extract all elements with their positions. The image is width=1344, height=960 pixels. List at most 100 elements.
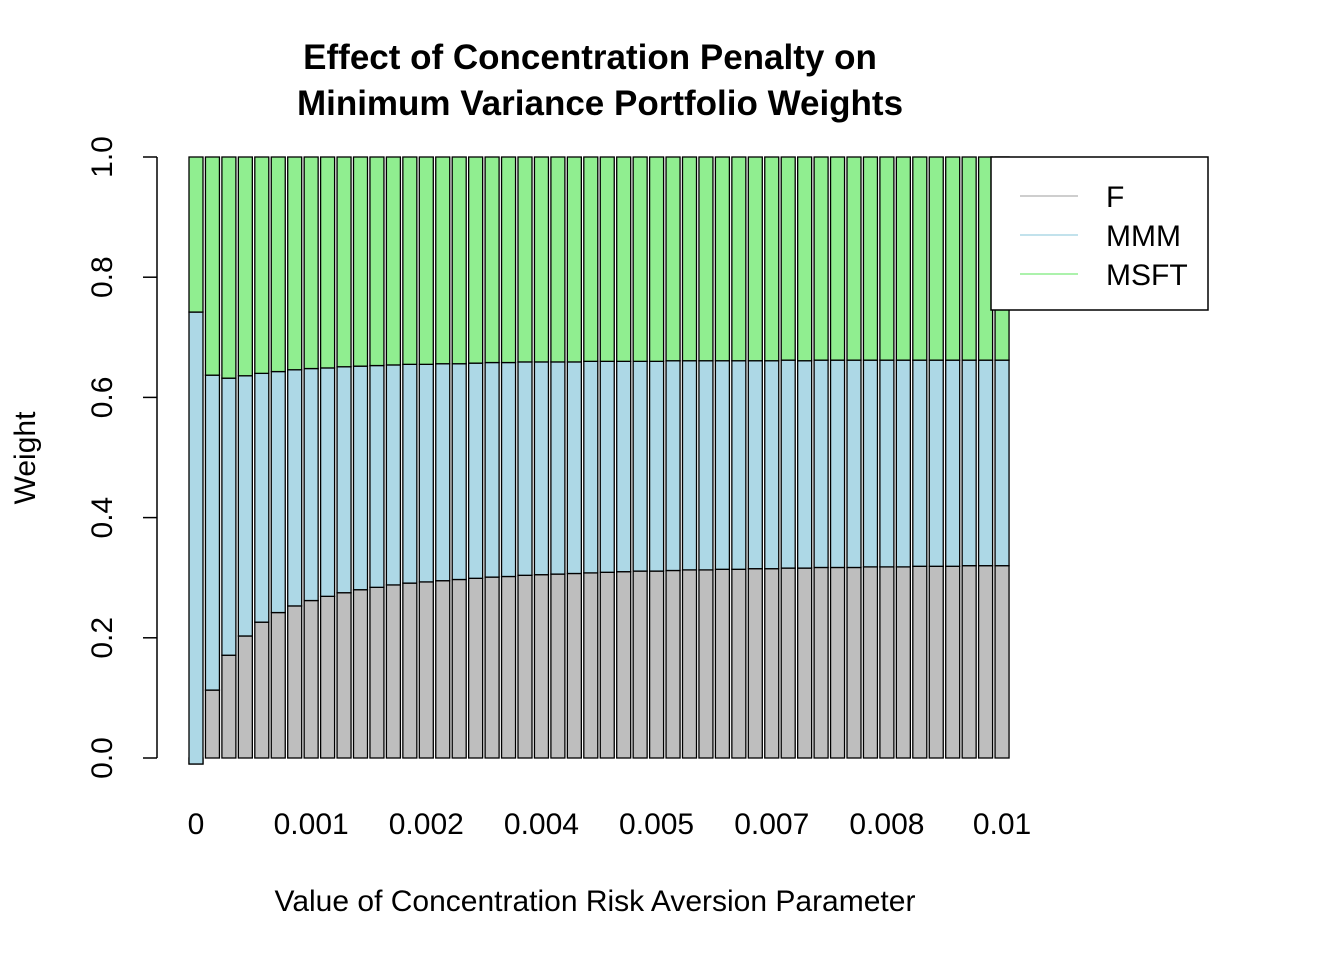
bar-segment-msft-3 — [221, 156, 237, 379]
bar-segment-msft-28 — [632, 156, 648, 362]
chart-title-line-1: Effect of Concentration Penalty on — [303, 38, 877, 77]
bar-segment-mmm-44 — [895, 359, 911, 568]
bar-segment-mmm-42 — [862, 359, 879, 568]
bar-segment-mmm-27 — [616, 360, 632, 573]
bar-segment-msft-15 — [418, 156, 434, 365]
bar-segment-mmm-14 — [402, 363, 418, 584]
bar-segment-f-43 — [879, 566, 895, 759]
bar-segment-mmm-17 — [451, 363, 467, 581]
bar-segment-mmm-32 — [698, 360, 714, 571]
bar-segment-mmm-36 — [764, 360, 780, 570]
bar-segment-msft-40 — [829, 156, 846, 361]
bar-segment-mmm-12 — [369, 364, 385, 588]
bar-segment-f-28 — [632, 570, 648, 759]
bar-segment-msft-13 — [385, 156, 402, 366]
bar-segment-msft-22 — [533, 156, 550, 363]
bar-segment-mmm-8 — [303, 367, 319, 602]
bar-segment-f-19 — [484, 576, 500, 759]
bar-segment-mmm-45 — [912, 359, 928, 567]
bar-segment-mmm-16 — [435, 363, 451, 582]
bar-segment-msft-47 — [945, 156, 961, 361]
bar-segment-mmm-43 — [879, 359, 895, 568]
bar-segment-msft-32 — [698, 156, 714, 362]
y-tick-label-5: 1.0 — [86, 136, 119, 178]
bar-segment-mmm-50 — [994, 359, 1010, 567]
bar-segment-mmm-35 — [747, 360, 763, 570]
bar-segment-f-14 — [402, 582, 418, 759]
bar-segment-f-17 — [451, 578, 467, 759]
bar-segment-msft-36 — [764, 156, 780, 362]
bar-segment-msft-33 — [714, 156, 731, 362]
y-tick-label-2: 0.4 — [86, 497, 119, 539]
bar-segment-msft-4 — [237, 156, 254, 377]
bar-segment-f-29 — [648, 570, 665, 759]
bar-segment-f-22 — [533, 574, 550, 759]
bar-segment-msft-6 — [270, 156, 286, 373]
bar-segment-msft-24 — [566, 156, 582, 363]
bar-segment-msft-18 — [467, 156, 484, 364]
bar-segment-msft-48 — [961, 156, 977, 361]
bar-segment-mmm-28 — [632, 360, 648, 572]
bar-segment-mmm-18 — [467, 362, 484, 579]
bar-segment-mmm-19 — [484, 361, 500, 578]
bar-segment-f-34 — [731, 568, 747, 759]
bar-segment-mmm-47 — [945, 359, 961, 567]
legend-label-msft: MSFT — [1106, 259, 1188, 292]
bar-segment-f-32 — [698, 569, 714, 759]
bar-segment-f-50 — [994, 565, 1010, 759]
bar-segment-f-4 — [237, 635, 254, 759]
bar-segment-f-41 — [846, 566, 862, 759]
bar-segment-f-2 — [204, 689, 221, 759]
bar-segment-msft-26 — [599, 156, 615, 362]
bar-segment-mmm-24 — [566, 361, 582, 575]
bar-segment-msft-14 — [402, 156, 418, 365]
bar-segment-f-21 — [517, 574, 533, 759]
bar-segment-mmm-4 — [237, 375, 254, 637]
bar-segment-mmm-1 — [188, 311, 204, 765]
bar-segment-mmm-6 — [270, 370, 286, 614]
bar-segment-mmm-15 — [418, 363, 434, 583]
bar-segment-msft-1 — [188, 156, 204, 313]
x-tick-label-1: 0.001 — [274, 808, 349, 841]
bar-segment-f-12 — [369, 586, 385, 759]
legend-box — [990, 156, 1209, 311]
bar-segment-f-44 — [895, 566, 911, 759]
bar-segment-msft-46 — [928, 156, 944, 361]
bar-segment-msft-29 — [648, 156, 665, 362]
bar-segment-f-7 — [287, 605, 303, 759]
bar-segment-msft-7 — [287, 156, 303, 371]
bar-segment-f-48 — [961, 565, 977, 759]
legend-label-mmm: MMM — [1106, 220, 1181, 253]
bar-segment-f-6 — [270, 611, 286, 759]
bar-segment-msft-41 — [846, 156, 862, 361]
bar-segment-f-46 — [928, 565, 944, 759]
bar-segment-msft-23 — [550, 156, 566, 363]
bar-segment-mmm-5 — [254, 372, 270, 623]
bar-segment-msft-12 — [369, 156, 385, 367]
bar-segment-mmm-34 — [731, 360, 747, 570]
bar-segment-f-8 — [303, 599, 319, 759]
bar-segment-mmm-7 — [287, 369, 303, 607]
bar-segment-mmm-49 — [977, 359, 994, 567]
bar-segment-f-39 — [813, 566, 829, 759]
x-tick-label-0: 0 — [188, 808, 205, 841]
bar-segment-f-30 — [665, 569, 681, 759]
bar-segment-f-16 — [435, 580, 451, 759]
bar-segment-msft-43 — [879, 156, 895, 361]
x-tick-label-4: 0.005 — [619, 808, 694, 841]
bar-segment-f-31 — [681, 569, 698, 759]
bar-segment-f-20 — [500, 575, 517, 759]
x-tick-label-7: 0.01 — [973, 808, 1031, 841]
bar-segment-msft-38 — [797, 156, 813, 362]
chart-title-line-2: Minimum Variance Portfolio Weights — [297, 84, 903, 123]
bar-segment-mmm-9 — [319, 367, 336, 597]
bar-segment-mmm-29 — [648, 360, 665, 572]
y-axis-label: Weight — [9, 411, 42, 504]
x-tick-label-3: 0.004 — [504, 808, 579, 841]
bar-segment-mmm-26 — [599, 360, 615, 573]
bar-segment-f-18 — [467, 577, 484, 759]
bar-segment-mmm-46 — [928, 359, 944, 567]
y-tick-label-4: 0.8 — [86, 256, 119, 298]
bar-segment-f-15 — [418, 581, 434, 759]
bar-segment-f-11 — [352, 589, 369, 759]
